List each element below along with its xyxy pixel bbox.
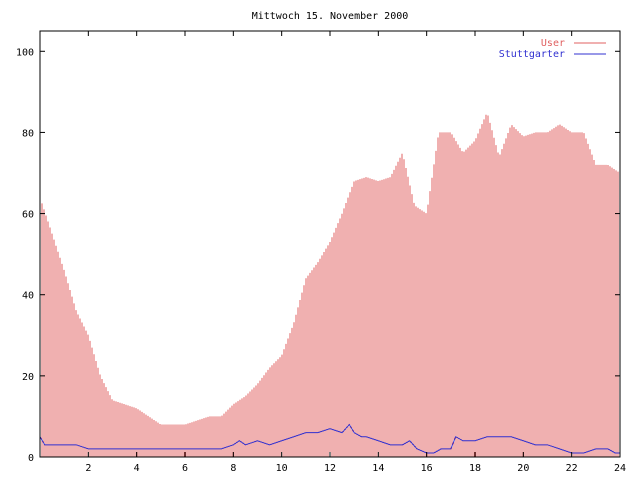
y-axis: 0 20 40 60 80 100 xyxy=(16,47,620,464)
x-tick-label: 24 xyxy=(614,463,626,474)
x-tick-label: 18 xyxy=(469,463,481,474)
x-tick-label: 4 xyxy=(134,463,140,474)
x-tick-label: 14 xyxy=(372,463,384,474)
user-series xyxy=(39,114,621,457)
x-axis: 2 4 6 8 10 12 14 16 18 20 22 24 xyxy=(85,31,626,474)
stuttgarter-series-line xyxy=(39,423,620,454)
y-tick-label: 60 xyxy=(22,210,34,221)
x-tick-label: 16 xyxy=(421,463,433,474)
y-tick-label: 100 xyxy=(16,47,34,58)
legend: User Stuttgarter xyxy=(499,38,606,60)
chart-title: Mittwoch 15. November 2000 xyxy=(252,11,409,22)
x-tick-label: 22 xyxy=(566,463,578,474)
x-tick-label: 8 xyxy=(230,463,236,474)
x-tick-label: 10 xyxy=(276,463,288,474)
legend-stuttgarter-label: Stuttgarter xyxy=(499,49,565,60)
y-tick-label: 40 xyxy=(22,291,34,302)
x-tick-label: 20 xyxy=(517,463,529,474)
legend-user-label: User xyxy=(541,38,565,49)
x-tick-label: 6 xyxy=(182,463,188,474)
y-tick-label: 20 xyxy=(22,372,34,383)
x-tick-label: 2 xyxy=(85,463,91,474)
y-tick-label: 80 xyxy=(22,128,34,139)
x-tick-label: 12 xyxy=(324,463,336,474)
y-tick-label: 0 xyxy=(28,453,34,464)
